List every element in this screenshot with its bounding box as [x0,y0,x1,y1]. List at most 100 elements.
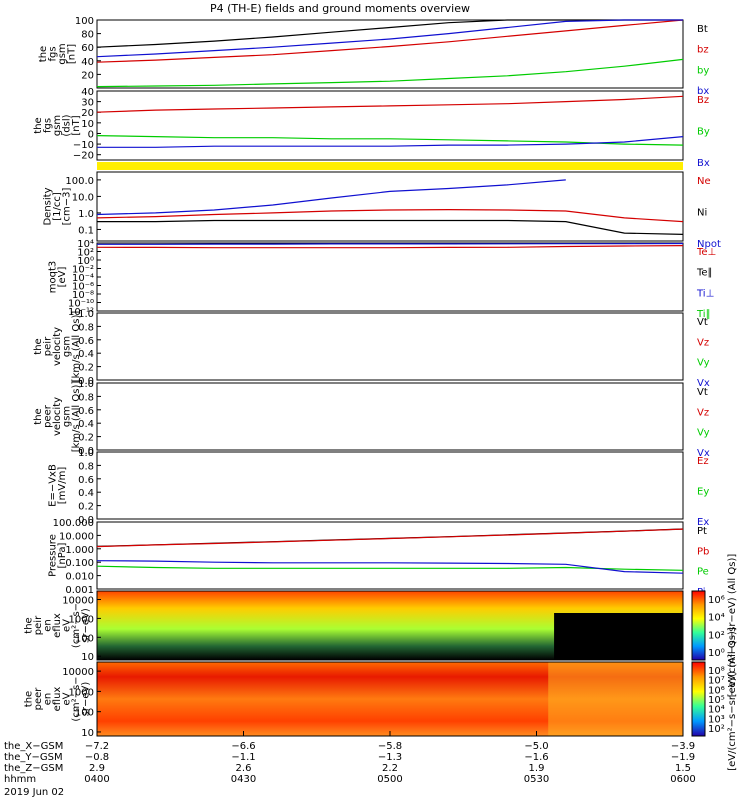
legend-entry: Vx [697,448,710,459]
y-tick-label: 10⁰ [77,256,94,267]
y-axis-label: peir [33,615,44,635]
y-tick-label: −10 [73,140,94,151]
y-axis-label: [mV/m] [57,467,68,505]
y-axis-label: [eV] [57,267,68,288]
y-axis-label: peir [43,336,54,356]
series-line-Pi [96,560,684,574]
y-tick-label: 1000 [69,614,94,625]
x-tick-label: 0400 [84,774,109,785]
y-tick-label: 0.1 [78,225,94,236]
x-tick-label: 0530 [524,774,549,785]
y-tick-label: 0.6 [78,336,94,347]
y-tick-label: 0.001 [65,585,94,596]
y-axis-label: velocity [52,397,63,436]
y-tick-label: 40 [81,87,94,98]
panel-frame [96,590,684,661]
y-axis-label: [nT] [71,115,82,135]
legend-entry: Bz [697,95,709,106]
y-tick-label: 20 [81,108,94,119]
y-axis-label: [km/s (All Qs)] [71,381,82,453]
y-tick-label: 10² [77,248,94,259]
y-axis-label: [nT] [66,44,77,64]
y-axis-label: gsm [57,43,68,64]
y-tick-label: 10000 [62,667,94,678]
colorbar-tick-label: 10⁶ [708,595,725,606]
legend-entry: Vt [697,317,708,328]
y-axis-label: eV [62,619,73,632]
legend-entry: bz [697,45,709,56]
y-axis-label: velocity [52,327,63,366]
y-tick-label: 1.0 [78,448,94,459]
y-tick-label: 10⁻² [72,265,94,276]
y-axis-label: eflux [52,687,63,712]
legend-entry: Vz [697,407,709,418]
legend-entry: by [697,65,709,76]
mode-bar [97,162,683,170]
y-axis-label: gsm [52,115,63,136]
x-tick-label: 0600 [670,774,695,785]
series-line-Ni [97,219,684,235]
legend-entry: Vy [697,358,710,369]
y-tick-label: 100.000 [53,518,94,529]
y-tick-label: 0.4 [78,419,94,430]
y-tick-label: 10⁴ [77,239,94,250]
x-tick-label: 1.5 [675,763,691,774]
y-axis-label: gsm [62,336,73,357]
legend-entry: Vz [697,337,709,348]
colorbar-tick-label: 10⁵ [708,695,725,706]
y-tick-label: 100.0 [65,176,94,187]
y-tick-label: 0.2 [78,433,94,444]
y-tick-label: 10.0 [72,192,94,203]
legend-entry: Ni [697,208,707,219]
series-line-bx [96,19,683,58]
legend-entry: Te∥ [696,268,713,279]
panel-frame [96,312,684,381]
series-line-Pb [96,528,684,548]
y-axis-label: [1/cc] [52,192,63,221]
y-tick-label: 0.2 [78,363,94,374]
panel-frame [96,171,684,242]
y-tick-label: 10⁻⁴ [72,273,94,284]
y-axis-label: (cm²−s− [71,603,82,648]
x-row-label: hhmm [4,774,36,785]
series-line-Bt [96,19,683,48]
x-tick-label: −1.3 [378,752,402,763]
y-tick-label: 10 [81,728,94,739]
legend-entry: Bt [697,24,708,35]
y-axis-label: sr−eV) [81,608,92,643]
y-axis-label: eV [62,692,73,705]
colorbar-tick-label: 10⁰ [708,648,725,659]
x-tick-label: −5.8 [378,741,402,752]
x-tick-label: 2.6 [236,763,252,774]
legend-entry: Vx [697,378,710,389]
y-tick-label: 100 [75,708,94,719]
y-tick-label: 0.8 [78,461,94,472]
colorbar-label: [eV/(cm²−s−sr−eV) (All Qs)] [727,554,738,698]
panel-frame [96,19,684,89]
date-label: 2019 Jun 02 [4,787,64,798]
y-tick-label: 60 [81,43,94,54]
series-line-by [96,58,684,88]
y-axis-label: E=−VxB [47,464,58,507]
y-tick-label: 1.0 [78,309,94,320]
colorbar-tick-label: 10⁷ [708,676,725,687]
colorbar-tick-label: 10² [708,630,725,641]
y-axis-label: gsm [62,406,73,427]
panel-3: 100.0 10.0 1.0 0.1 Density[1/cc][cm−3] Ne Ni Np… [43,171,721,250]
y-axis-label: peer [43,404,54,428]
y-tick-label: 10 [81,652,94,663]
series-line-Npot [96,179,566,216]
y-axis-label: [km/s (All Qs)] [71,311,82,383]
colorbar-tick-label: 10² [708,724,725,735]
y-axis-label: moqt3 [47,261,58,294]
y-tick-label: 0.4 [78,488,94,499]
panel-frame [96,451,684,520]
legend-entry: Ez [697,456,709,467]
y-tick-label: 10.000 [59,531,94,542]
colorbar-tick-label: 10⁴ [708,705,725,716]
y-axis-label: Pressure [47,534,58,577]
legend-entry: Pb [697,546,709,557]
series-line-Pe [96,565,684,571]
y-axis-label: the [24,691,35,707]
